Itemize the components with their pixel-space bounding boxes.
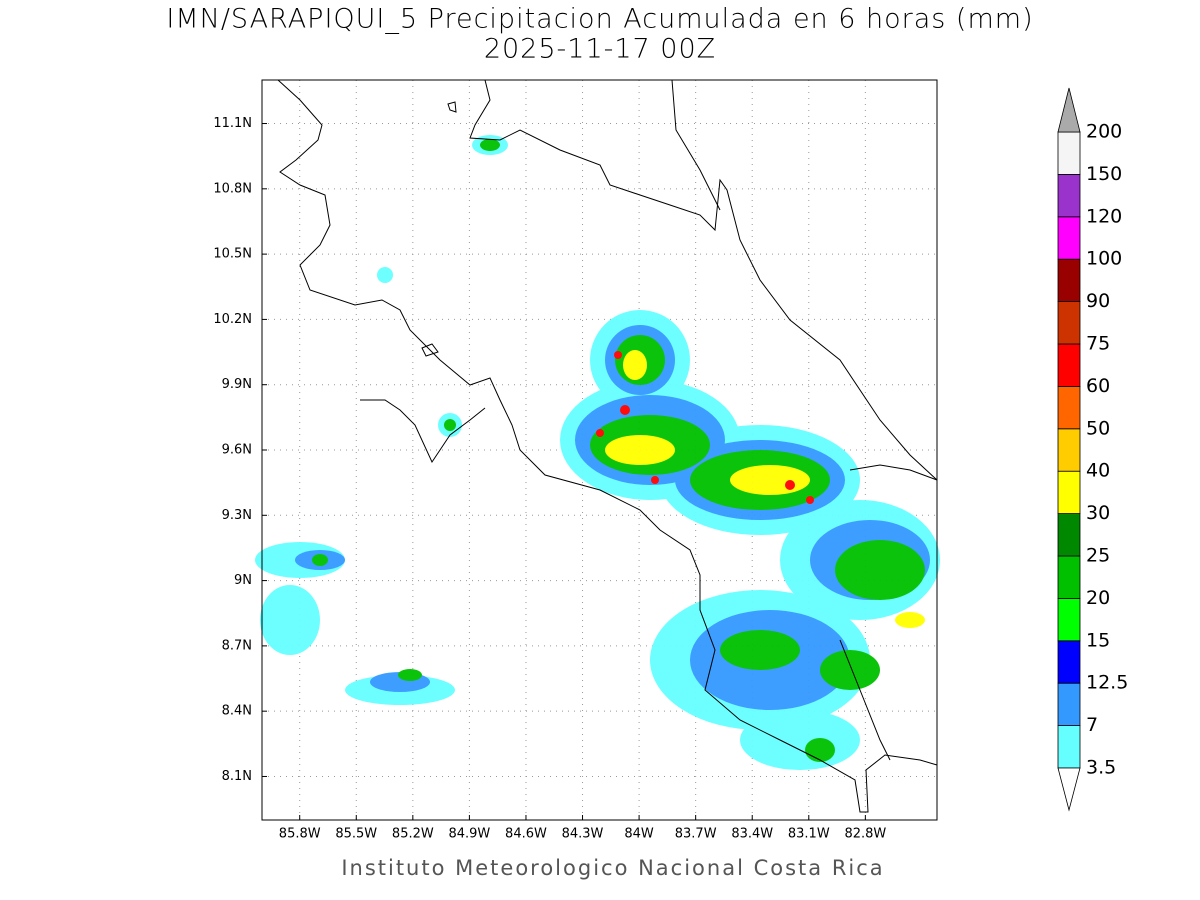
grid xyxy=(262,80,937,820)
colorbar-label: 3.5 xyxy=(1086,757,1116,779)
colorbar-label: 150 xyxy=(1086,163,1122,185)
colorbar: 3.5 7 12.5 15 20 25 30 40 50 60 75 90 100 120 150 200 xyxy=(1057,87,1128,812)
colorbar-label: 100 xyxy=(1086,248,1122,270)
colorbar-segment xyxy=(1057,258,1081,303)
colorbar-segment xyxy=(1057,173,1081,218)
colorbar-label: 200 xyxy=(1086,121,1122,143)
colorbar-label: 75 xyxy=(1086,333,1110,355)
x-tick-label: 84.3W xyxy=(562,827,604,842)
colorbar-under xyxy=(1057,767,1081,812)
colorbar-label: 90 xyxy=(1086,290,1110,312)
x-tick-label: 83.4W xyxy=(731,827,773,842)
x-tick-label: 84W xyxy=(624,827,654,842)
y-tick-label: 9N xyxy=(234,573,252,588)
x-tick-label: 82.8W xyxy=(844,827,886,842)
precipitation-field xyxy=(255,135,940,770)
colorbar-label: 50 xyxy=(1086,417,1110,439)
colorbar-label: 25 xyxy=(1086,545,1110,567)
credit: Instituto Meteorologico Nacional Costa R… xyxy=(341,856,884,880)
y-tick-label: 9.9N xyxy=(222,377,252,392)
colorbar-segment xyxy=(1057,598,1081,642)
y-tick-label: 10.5N xyxy=(213,247,252,262)
colorbar-label: 7 xyxy=(1086,714,1098,736)
y-tick-label: 11.1N xyxy=(213,116,252,131)
y-tick-label: 10.2N xyxy=(213,312,252,327)
y-tick-label: 10.8N xyxy=(213,181,252,196)
colorbar-segment xyxy=(1057,343,1081,387)
colorbar-label: 30 xyxy=(1086,502,1110,524)
colorbar-label: 120 xyxy=(1086,205,1122,227)
colorbar-segment xyxy=(1057,216,1081,260)
x-tick-label: 84.6W xyxy=(505,827,547,842)
y-tick-label: 9.3N xyxy=(222,508,252,523)
x-tick-label: 84.9W xyxy=(448,827,490,842)
subtitle: 2025-11-17 00Z xyxy=(484,34,716,65)
colorbar-segment xyxy=(1057,428,1081,472)
x-tick-label: 85.8W xyxy=(279,827,321,842)
y-tick-label: 8.1N xyxy=(222,769,252,784)
x-tick-label: 85.5W xyxy=(335,827,377,842)
colorbar-label: 40 xyxy=(1086,460,1110,482)
x-tick-label: 83.7W xyxy=(675,827,717,842)
colorbar-segment xyxy=(1057,131,1081,175)
coastlines xyxy=(277,79,938,813)
colorbar-segment xyxy=(1057,640,1081,684)
colorbar-segment xyxy=(1057,725,1081,769)
x-tick-label: 83.1W xyxy=(788,827,830,842)
colorbar-over xyxy=(1057,87,1081,133)
y-tick-label: 9.6N xyxy=(222,443,252,458)
y-tick-label: 8.7N xyxy=(222,638,252,653)
map-frame xyxy=(261,79,938,821)
colorbar-label: 60 xyxy=(1086,375,1110,397)
colorbar-label: 20 xyxy=(1086,587,1110,609)
colorbar-label: 15 xyxy=(1086,629,1110,651)
colorbar-label: 12.5 xyxy=(1086,672,1128,694)
x-tick-label: 85.2W xyxy=(392,827,434,842)
colorbar-segment xyxy=(1057,470,1081,515)
colorbar-segment xyxy=(1057,385,1081,430)
colorbar-segment xyxy=(1057,301,1081,345)
colorbar-segment xyxy=(1057,513,1081,557)
title: IMN/SARAPIQUI_5 Precipitacion Acumulada … xyxy=(166,4,1033,35)
colorbar-segment xyxy=(1057,555,1081,599)
y-tick-label: 8.4N xyxy=(222,704,252,719)
colorbar-segment xyxy=(1057,682,1081,727)
